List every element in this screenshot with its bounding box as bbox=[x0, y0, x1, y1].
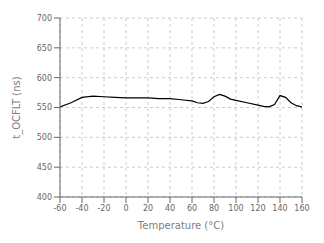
svg-text:-20: -20 bbox=[97, 204, 110, 213]
svg-text:140: 140 bbox=[272, 204, 287, 213]
svg-text:700: 700 bbox=[37, 14, 52, 23]
svg-text:500: 500 bbox=[37, 133, 52, 142]
svg-text:650: 650 bbox=[37, 44, 52, 53]
svg-text:400: 400 bbox=[37, 193, 52, 202]
svg-text:80: 80 bbox=[209, 204, 219, 213]
svg-text:40: 40 bbox=[165, 204, 175, 213]
svg-text:-40: -40 bbox=[75, 204, 88, 213]
svg-text:Temperature (°C): Temperature (°C) bbox=[137, 220, 224, 231]
svg-text:t_OCFLT (ns): t_OCFLT (ns) bbox=[11, 76, 23, 138]
svg-text:600: 600 bbox=[37, 74, 52, 83]
svg-text:550: 550 bbox=[37, 103, 52, 112]
svg-text:-60: -60 bbox=[53, 204, 66, 213]
svg-text:450: 450 bbox=[37, 163, 52, 172]
svg-text:100: 100 bbox=[228, 204, 243, 213]
svg-text:20: 20 bbox=[143, 204, 153, 213]
svg-text:120: 120 bbox=[250, 204, 265, 213]
svg-text:0: 0 bbox=[123, 204, 128, 213]
svg-text:60: 60 bbox=[187, 204, 197, 213]
svg-text:160: 160 bbox=[294, 204, 309, 213]
